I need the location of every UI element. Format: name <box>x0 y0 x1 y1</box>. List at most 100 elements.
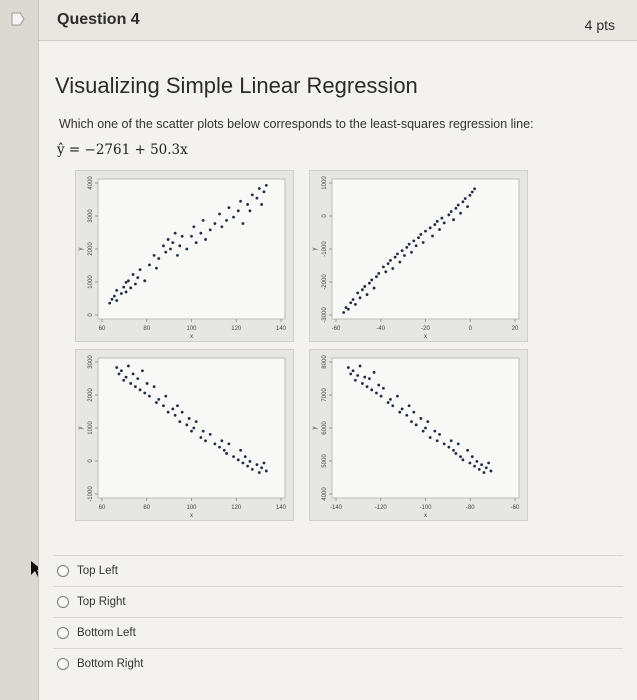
option-bottom-right[interactable]: Bottom Right <box>53 648 623 679</box>
scatter-point <box>400 407 404 411</box>
radio-button[interactable] <box>57 658 69 670</box>
scatter-point <box>365 385 369 389</box>
scatter-plot-top-right: -60 -40 -20 0 20 x -3000 -2000 -1000 0 1000 y <box>309 170 528 342</box>
scatter-plot-bottom-right: -140 -120 -100 -80 -60 x 4000 5000 6000 7000 8000 y <box>309 349 528 521</box>
scatter-point <box>152 385 156 389</box>
scatter-point <box>115 299 119 302</box>
scatter-point <box>421 241 425 244</box>
scatter-point <box>225 218 228 222</box>
scatter-point <box>351 369 355 373</box>
y-tick-label: 4000 <box>88 176 94 190</box>
scatter-point <box>166 410 170 414</box>
scatter-point <box>456 442 460 446</box>
scatter-point <box>155 401 158 404</box>
scatter-point <box>438 228 441 231</box>
radio-button[interactable] <box>57 565 69 577</box>
scatter-point <box>419 232 423 236</box>
scatter-point <box>213 222 217 225</box>
scatter-svg: -60 -40 -20 0 20 x -3000 -2000 -1000 0 1000 y <box>312 176 520 340</box>
scatter-point <box>178 244 182 248</box>
scatter-point <box>410 250 413 254</box>
option-bottom-left[interactable]: Bottom Left <box>53 617 623 648</box>
scatter-point <box>262 190 266 194</box>
scatter-point <box>138 268 142 272</box>
plot-area <box>97 357 286 499</box>
scatter-point <box>220 225 224 229</box>
scatter-point <box>351 298 355 301</box>
x-tick-label: 60 <box>99 505 106 511</box>
x-tick-label: 100 <box>186 326 197 332</box>
scatter-point <box>342 311 346 314</box>
scatter-svg: 60 80 100 120 140 x -1000 0 1000 2000 3000 y <box>78 355 287 519</box>
scatter-point <box>124 281 128 284</box>
scatter-point <box>145 382 149 385</box>
scatter-point <box>138 388 142 392</box>
flag-icon[interactable] <box>10 11 26 27</box>
y-tick-label: 5000 <box>322 454 328 468</box>
scatter-point <box>412 410 416 414</box>
scatter-point <box>431 234 434 238</box>
scatter-point <box>232 215 235 219</box>
scatter-point <box>227 442 231 446</box>
option-top-right[interactable]: Top Right <box>53 586 623 617</box>
scatter-point <box>398 410 402 414</box>
scatter-point <box>115 366 119 369</box>
scatter-point <box>194 241 198 245</box>
y-axis-label: y <box>312 248 318 251</box>
scatter-point <box>475 460 479 463</box>
y-tick-label: 2000 <box>88 388 94 402</box>
radio-button[interactable] <box>57 627 69 639</box>
x-tick-label: -40 <box>376 326 385 332</box>
scatter-point <box>407 404 411 408</box>
scatter-point <box>173 413 177 417</box>
scatter-point <box>164 250 168 254</box>
x-tick-label: -140 <box>330 505 343 511</box>
scatter-point <box>459 455 462 459</box>
scatter-point <box>108 301 112 305</box>
scatter-point <box>447 445 451 449</box>
option-top-left[interactable]: Top Left <box>53 555 623 586</box>
scatter-point <box>461 200 465 204</box>
scatter-point <box>250 467 254 471</box>
scatter-point <box>377 383 381 387</box>
scatter-point <box>129 382 133 385</box>
x-tick-label: 120 <box>231 326 242 332</box>
radio-button[interactable] <box>57 596 69 608</box>
scatter-point <box>466 448 469 452</box>
option-label: Top Left <box>77 565 118 577</box>
x-tick-label: 0 <box>469 326 473 332</box>
scatter-point <box>484 466 488 470</box>
scatter-point <box>148 394 151 398</box>
scatter-point <box>424 426 427 430</box>
scatter-point <box>370 278 374 282</box>
scatter-point <box>370 388 374 392</box>
scatter-point <box>131 372 135 376</box>
scatter-point <box>377 272 381 275</box>
scatter-point <box>218 212 221 216</box>
scatter-plot-bottom-left: 60 80 100 120 140 x -1000 0 1000 2000 3000 y <box>75 349 294 521</box>
scatter-point <box>426 420 430 424</box>
scatter-point <box>176 404 179 408</box>
question-points: 4 pts <box>584 17 615 33</box>
x-tick-label: -100 <box>419 505 432 511</box>
y-tick-label: 0 <box>88 459 94 463</box>
y-tick-label: -3000 <box>322 307 328 323</box>
scatter-point <box>194 420 198 424</box>
scatter-point <box>162 404 165 408</box>
scatter-point <box>428 226 432 230</box>
scatter-point <box>185 423 189 427</box>
scatter-point <box>126 279 130 283</box>
scatter-point <box>155 266 158 270</box>
scatter-point <box>400 249 404 253</box>
scatter-point <box>349 301 353 305</box>
scatter-point <box>201 429 205 433</box>
scatter-point <box>122 285 126 289</box>
scatter-point <box>398 260 402 264</box>
y-tick-label: 8000 <box>322 355 328 369</box>
scatter-point <box>365 293 369 296</box>
scatter-point <box>375 391 378 395</box>
scatter-point <box>382 265 385 269</box>
scatter-point <box>257 187 261 190</box>
mouse-pointer-icon <box>31 561 42 577</box>
scatter-point <box>449 210 453 213</box>
